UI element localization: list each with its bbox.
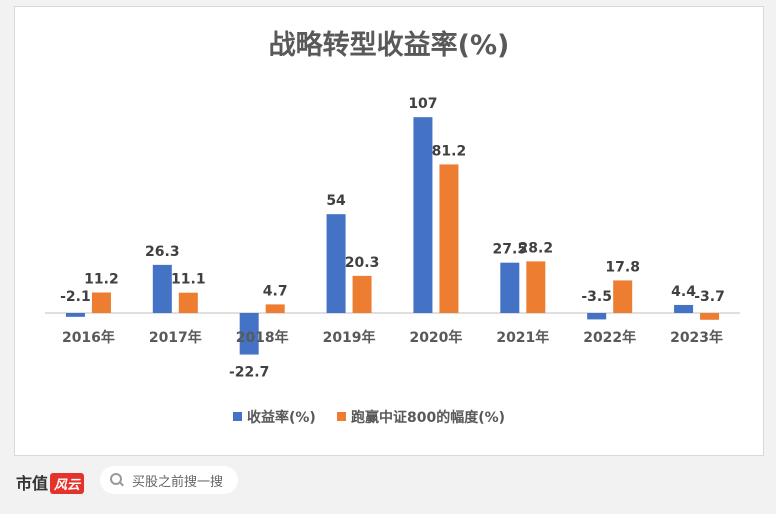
data-label-series1-2019年: 54 <box>326 193 346 209</box>
data-label-series2-2018年: 4.7 <box>263 283 288 299</box>
search-box[interactable]: 买股之前搜一搜 <box>100 466 238 494</box>
data-label-series2-2021年: 28.2 <box>519 240 554 256</box>
bar-series2-2020年 <box>439 164 459 313</box>
legend-swatch-1 <box>233 412 242 421</box>
data-label-series1-2022年: -3.5 <box>581 289 612 305</box>
bar-series2-2023年 <box>700 313 720 320</box>
search-icon <box>110 473 124 487</box>
bar-series1-2017年 <box>152 264 172 313</box>
bar-series2-2019年 <box>352 275 372 313</box>
legend-label-2: 跑赢中证800的幅度(%) <box>351 409 505 426</box>
bar-series2-2017年 <box>178 292 198 313</box>
x-tick-label: 2022年 <box>583 329 636 346</box>
data-label-series2-2022年: 17.8 <box>605 259 640 275</box>
x-tick-label: 2019年 <box>323 329 376 346</box>
data-label-series1-2023年: 4.4 <box>671 284 696 300</box>
data-label-series2-2020年: 81.2 <box>432 143 467 159</box>
legend-label-1: 收益率(%) <box>247 409 316 426</box>
brand-badge: 风云 <box>50 473 85 494</box>
bar-series1-2021年 <box>500 262 520 313</box>
data-label-series1-2021年: 27.5 <box>493 242 528 258</box>
data-label-series2-2017年: 11.1 <box>171 272 206 288</box>
bar-series2-2016年 <box>91 292 111 313</box>
x-tick-label: 2020年 <box>409 329 462 346</box>
bar-chart: -2.111.2 2016年 26.3 11.1 2017年 -22.7 4.7 2018年 5… <box>45 96 740 426</box>
data-label-series1-2017年: 26.3 <box>145 244 180 260</box>
data-label-series1-2016年: -2.1 <box>60 289 91 305</box>
bar-series1-2022年 <box>587 313 607 320</box>
chart-title: 战略转型收益率(%) <box>268 30 510 61</box>
x-tick-label: 2018年 <box>236 329 289 346</box>
bar-series1-2016年 <box>65 313 85 317</box>
bar-series2-2021年 <box>526 261 546 313</box>
x-tick-label: 2016年 <box>62 329 115 346</box>
data-label-series2-2019年: 20.3 <box>345 255 380 271</box>
brand-name: 市值 <box>16 474 49 493</box>
bar-series1-2018年 <box>239 313 259 355</box>
bar-series2-2022年 <box>613 280 633 313</box>
data-label-series2-2016年: 11.2 <box>84 272 119 288</box>
x-tick-label: 2023年 <box>670 329 723 346</box>
data-label-series1-2018年: -22.7 <box>229 365 269 381</box>
legend-swatch-2 <box>337 412 346 421</box>
bar-series1-2020年 <box>413 117 433 313</box>
footer-bar: 市值 风云 买股之前搜一搜 <box>0 456 776 514</box>
search-placeholder: 买股之前搜一搜 <box>132 474 224 490</box>
chart-card: 战略转型收益率(%) -2.1 11.2 2016年 26.3 11.1 2017年 -22… <box>14 6 764 456</box>
bar-series1-2023年 <box>674 304 694 313</box>
data-label-series1-2020年: 107 <box>408 96 437 112</box>
brand-logo[interactable]: 市值 风云 <box>16 470 85 494</box>
bar-series2-2018年 <box>265 304 285 313</box>
x-tick-label: 2021年 <box>496 329 549 346</box>
bar-series1-2019年 <box>326 214 346 313</box>
x-tick-label: 2017年 <box>149 329 202 346</box>
data-label-series2-2023年: -3.7 <box>694 289 725 305</box>
